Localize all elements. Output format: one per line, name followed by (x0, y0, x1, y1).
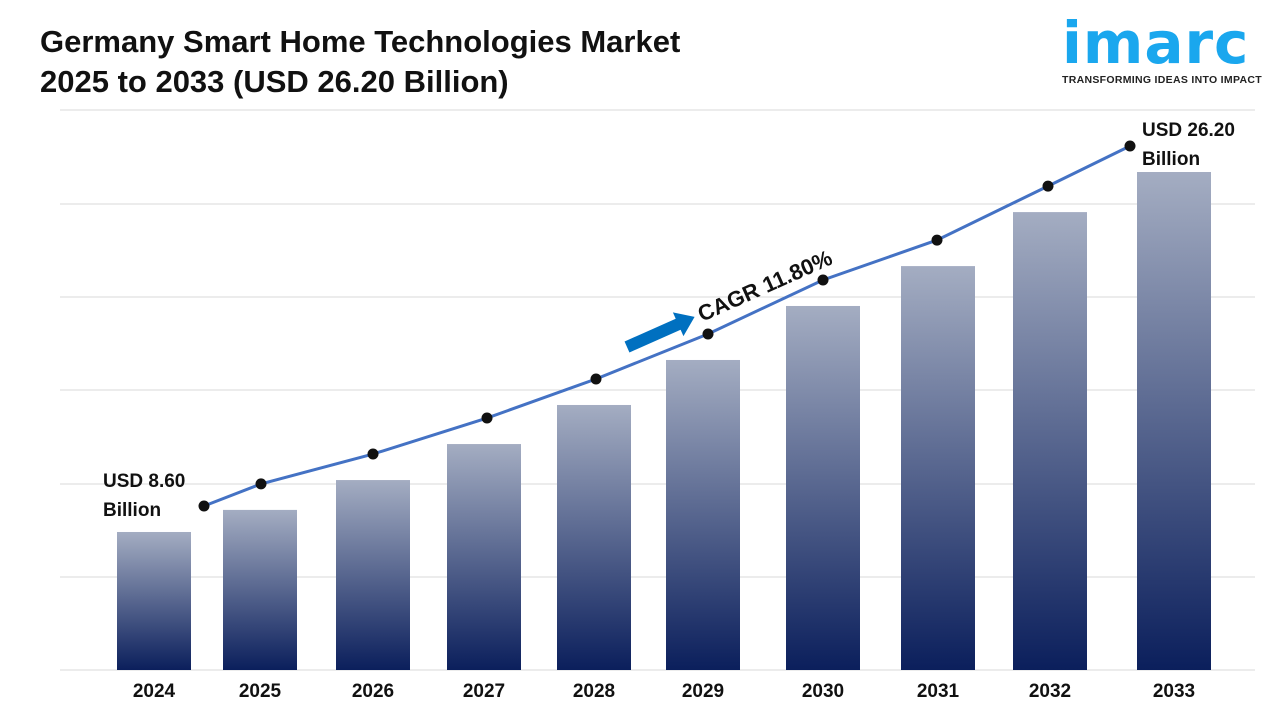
imarc-logo: imarc TRANSFORMING IDEAS INTO IMPACT (1062, 8, 1272, 86)
line-point-2027 (481, 412, 493, 424)
cagr-arrow-icon (624, 312, 695, 353)
x-tick-label: 2029 (682, 681, 724, 702)
line-point-2025 (255, 478, 267, 490)
line-point-2026 (367, 448, 379, 460)
bar-2024 (117, 531, 191, 670)
x-tick-label: 2030 (802, 681, 844, 702)
bar-2029 (666, 359, 740, 670)
start-unit-label: Billion (103, 500, 161, 521)
logo-tagline: TRANSFORMING IDEAS INTO IMPACT (1062, 74, 1262, 86)
end-annotation: USD 26.20 Billion (1142, 120, 1235, 170)
bar-2026 (336, 480, 410, 670)
bar-2030 (786, 305, 860, 670)
x-tick-label: 2024 (133, 681, 176, 702)
bar-2033 (1137, 172, 1211, 670)
line-point-2033 (1124, 140, 1136, 152)
chart-title: Germany Smart Home Technologies Market 2… (40, 22, 680, 102)
x-tick-label: 2025 (239, 681, 282, 702)
line-point-2029 (702, 328, 714, 340)
line-point-2031 (931, 234, 943, 246)
end-unit-label: Billion (1142, 149, 1200, 170)
logo-word: imarc (1062, 9, 1250, 77)
x-tick-label: 2032 (1029, 681, 1071, 702)
bar-2031 (901, 266, 975, 670)
x-tick-label: 2033 (1153, 681, 1195, 702)
line-point-2024 (198, 500, 210, 512)
x-tick-label: 2026 (352, 681, 394, 702)
start-annotation: USD 8.60 Billion (103, 471, 185, 521)
trend-line (203, 144, 1131, 508)
title-line-1: Germany Smart Home Technologies Market (40, 24, 681, 59)
line-point-2030 (817, 274, 829, 286)
bar-2032 (1013, 212, 1087, 671)
line-point-2028 (590, 373, 602, 385)
x-tick-label: 2031 (917, 681, 960, 702)
title-line-2: 2025 to 2033 (USD 26.20 Billion) (40, 64, 509, 99)
bar-2027 (447, 444, 521, 670)
bar-2028 (557, 404, 631, 670)
bar-2025 (223, 509, 297, 670)
line-point-2032 (1042, 180, 1054, 192)
start-value-label: USD 8.60 (103, 471, 185, 492)
x-tick-label: 2027 (463, 681, 505, 702)
x-tick-label: 2028 (573, 681, 615, 702)
end-value-label: USD 26.20 (1142, 120, 1235, 141)
